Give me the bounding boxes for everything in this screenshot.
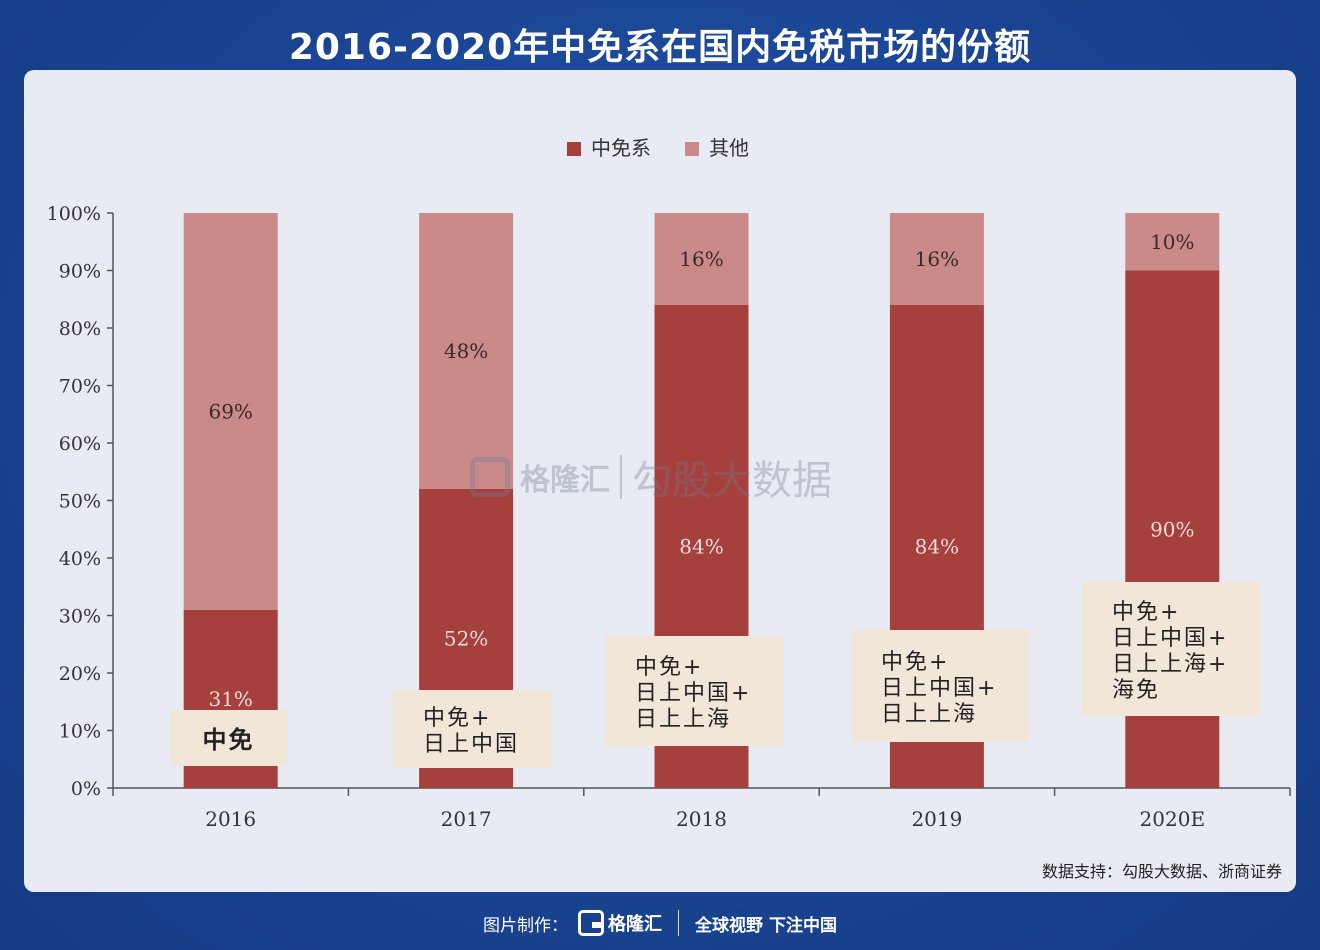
- annotation-line: 日上中国+: [1112, 626, 1228, 651]
- y-tick-label: 0%: [71, 778, 101, 800]
- bar-others-2020E: [1125, 213, 1220, 271]
- data-label-others: 69%: [208, 399, 252, 423]
- watermark-brand: 勾股大数据: [632, 458, 832, 504]
- y-tick-label: 50%: [59, 491, 101, 513]
- x-tick-label: 2016: [205, 807, 256, 831]
- y-tick-label: 80%: [59, 318, 101, 340]
- data-label-others: 16%: [915, 247, 959, 271]
- bar-others-2018: [654, 213, 749, 305]
- data-label-others: 48%: [444, 339, 488, 363]
- footer-logo-text: 格隆汇: [608, 914, 663, 935]
- data-label-zhongmian: 31%: [208, 687, 252, 711]
- data-label-zhongmian: 84%: [679, 535, 723, 559]
- annotation-line: 中免+: [1112, 600, 1180, 625]
- annotation-line: 日上中国+: [881, 676, 997, 701]
- legend-swatch-0: [567, 142, 581, 156]
- annotation-line: 日上上海: [635, 707, 731, 732]
- legend-label-0: 中免系: [591, 136, 651, 160]
- legend-label-1: 其他: [709, 136, 749, 160]
- annotation-line: 日上中国: [423, 732, 519, 757]
- watermark-logo-icon: [470, 457, 510, 497]
- footer-divider: [678, 910, 680, 936]
- annotation-box-2016: [170, 710, 287, 766]
- y-tick-label: 10%: [59, 721, 101, 743]
- bar-others-2019: [889, 213, 984, 305]
- annotation-line: 日上上海: [881, 702, 977, 727]
- x-tick-label: 2020E: [1140, 807, 1206, 831]
- watermark-divider: [620, 455, 622, 499]
- watermark: 格隆汇 勾股大数据: [470, 448, 832, 506]
- annotation-line: 日上中国+: [635, 681, 751, 706]
- data-label-others: 10%: [1150, 230, 1194, 254]
- data-label-others: 16%: [679, 247, 723, 271]
- data-label-zhongmian: 90%: [1150, 517, 1194, 541]
- footer-logo-icon: [578, 910, 605, 936]
- x-tick-label: 2018: [676, 807, 727, 831]
- watermark-logo-text: 格隆汇: [520, 463, 610, 498]
- footer-made-by: 图片制作：: [483, 915, 569, 936]
- data-label-zhongmian: 52%: [444, 627, 488, 651]
- data-label-zhongmian: 84%: [915, 535, 959, 559]
- y-tick-label: 70%: [59, 376, 101, 398]
- annotation-box-2019: [851, 630, 1029, 742]
- annotation-line: 中免+: [881, 650, 949, 675]
- bar-others-2016: [183, 213, 278, 610]
- y-tick-label: 60%: [59, 433, 101, 455]
- footer: 图片制作： 格隆汇 全球视野 下注中国: [0, 904, 1320, 942]
- y-tick-label: 40%: [59, 548, 101, 570]
- y-tick-label: 100%: [47, 203, 101, 225]
- annotation-line: 海免: [1112, 678, 1160, 703]
- annotation-box-2020E: [1082, 582, 1260, 716]
- annotation-line: 中免+: [423, 706, 491, 731]
- y-tick-label: 90%: [59, 261, 101, 283]
- footer-logo: 格隆汇: [578, 910, 662, 936]
- data-source-note: 数据支持：勾股大数据、浙商证券: [1041, 862, 1282, 881]
- annotation-box-2018: [605, 636, 783, 746]
- annotation-line: 中免: [203, 726, 255, 754]
- annotation-line: 日上上海+: [1112, 652, 1228, 677]
- annotation-line: 中免+: [635, 655, 703, 680]
- footer-slogan: 全球视野 下注中国: [695, 915, 837, 936]
- bar-others-2017: [419, 213, 514, 489]
- chart-title: 2016-2020年中免系在国内免税市场的份额: [288, 27, 1032, 68]
- x-tick-label: 2019: [911, 807, 962, 831]
- y-tick-label: 20%: [59, 663, 101, 685]
- annotation-box-2017: [393, 690, 552, 768]
- x-tick-label: 2017: [441, 807, 492, 831]
- legend-swatch-1: [685, 142, 699, 156]
- y-tick-label: 30%: [59, 606, 101, 628]
